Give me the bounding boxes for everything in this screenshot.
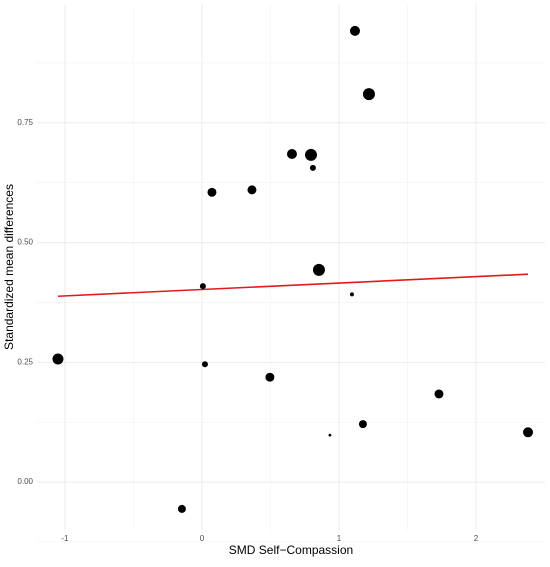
point — [362, 88, 375, 101]
point — [309, 164, 316, 171]
y-tick-label: 0.25 — [17, 357, 33, 366]
point — [358, 420, 367, 429]
point — [199, 283, 206, 290]
point — [247, 185, 257, 195]
point — [305, 148, 318, 161]
y-tick-label: 0.50 — [17, 238, 33, 247]
point — [312, 263, 325, 276]
x-tick-label: 2 — [474, 534, 479, 543]
point — [201, 361, 208, 368]
point — [286, 148, 297, 159]
y-tick-label: 0.00 — [17, 477, 33, 486]
x-tick-label: 0 — [200, 534, 205, 543]
point — [177, 504, 186, 513]
x-axis-label: SMD Self−Compassion — [229, 543, 353, 557]
point — [434, 389, 444, 399]
point — [349, 292, 354, 297]
trend-line — [57, 273, 529, 298]
x-tick-label: -1 — [61, 534, 69, 543]
point — [207, 187, 217, 197]
point — [523, 427, 534, 438]
point — [52, 353, 64, 365]
point — [328, 433, 332, 437]
point — [265, 372, 275, 382]
y-tick-label: 0.75 — [17, 118, 33, 127]
point — [349, 25, 360, 36]
x-tick-label: 1 — [337, 534, 342, 543]
y-axis-label: Standardized mean differences — [2, 184, 16, 350]
